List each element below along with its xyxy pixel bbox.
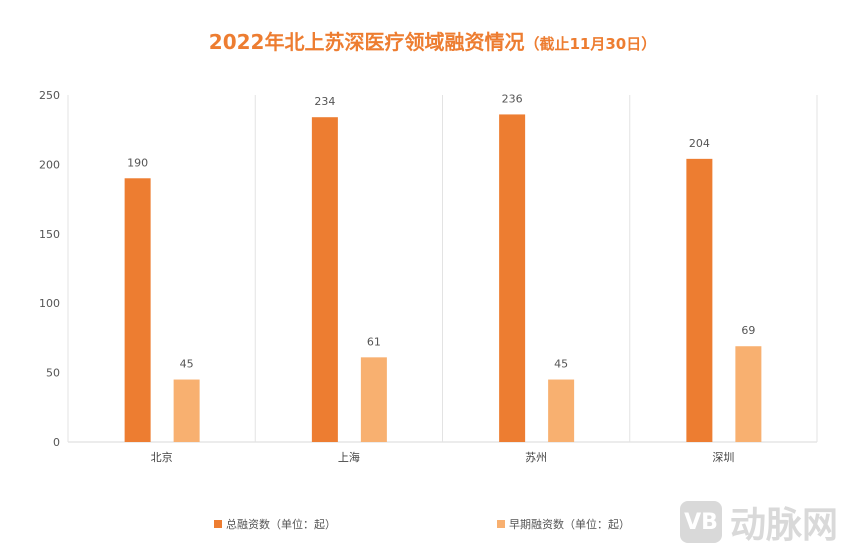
- bar: [735, 346, 762, 442]
- x-tick-label: 北京: [151, 450, 173, 464]
- chart-title: 2022年北上苏深医疗领域融资情况（截止11月30日）: [0, 26, 865, 55]
- legend-label: 总融资数（单位：起）: [226, 518, 336, 531]
- bar: [173, 379, 200, 442]
- data-label: 236: [502, 92, 523, 105]
- data-label: 45: [180, 358, 194, 371]
- y-tick-label: 250: [39, 89, 60, 102]
- data-label: 61: [367, 335, 381, 348]
- bar: [124, 178, 151, 442]
- bar: [499, 114, 526, 442]
- bar: [360, 357, 387, 442]
- bar: [548, 379, 575, 442]
- title-main: 2022年北上苏深医疗领域融资情况: [208, 30, 525, 54]
- legend-swatch: [497, 520, 505, 528]
- data-label: 45: [554, 358, 568, 371]
- watermark-text: 动脉网: [730, 505, 839, 546]
- data-label: 204: [689, 137, 710, 150]
- watermark-logo: VB: [680, 501, 722, 543]
- data-label: 69: [741, 324, 755, 337]
- legend-item-total: 总融资数（单位：起）: [214, 516, 336, 532]
- bar: [686, 158, 713, 442]
- x-tick-label: 深圳: [712, 451, 734, 464]
- y-tick-label: 100: [39, 297, 60, 310]
- x-tick-label: 苏州: [525, 451, 547, 464]
- y-tick-label: 50: [46, 367, 60, 380]
- data-label: 234: [314, 95, 335, 108]
- legend-label: 早期融资数（单位：起）: [509, 518, 630, 531]
- y-tick-label: 0: [53, 436, 60, 449]
- title-subtitle: （截止11月30日）: [524, 35, 657, 53]
- bar: [311, 117, 338, 442]
- legend-item-early: 早期融资数（单位：起）: [497, 516, 630, 532]
- x-tick-label: 上海: [338, 450, 360, 464]
- y-tick-label: 200: [39, 158, 60, 171]
- y-tick-label: 150: [39, 228, 60, 241]
- watermark: VB 动脉网: [680, 494, 865, 550]
- legend-swatch: [214, 520, 222, 528]
- data-label: 190: [127, 156, 148, 169]
